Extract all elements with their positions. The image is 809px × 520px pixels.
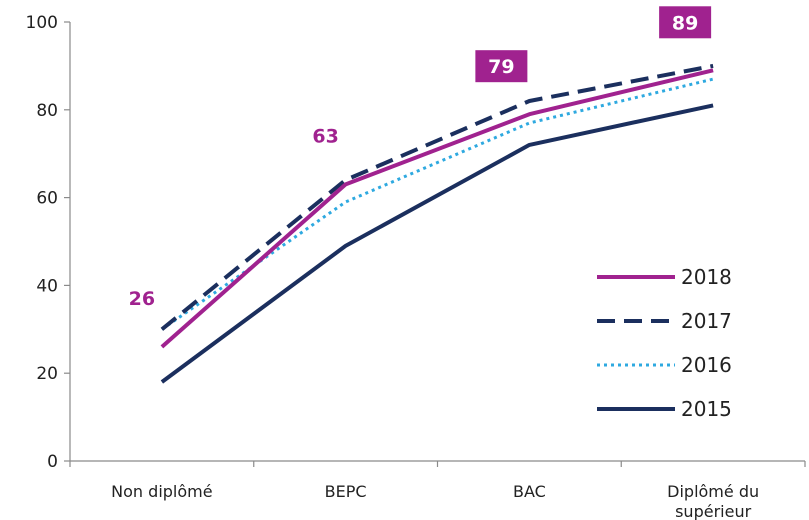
data-label-box (659, 6, 712, 39)
y-tick-label: 60 (36, 189, 58, 209)
data-label-box (475, 50, 528, 83)
legend-label-2017: 2017 (681, 309, 732, 333)
legend-label-2018: 2018 (681, 265, 732, 289)
y-tick-label: 100 (26, 13, 58, 33)
data-label: 26 (129, 288, 155, 310)
data-label: 79 (488, 56, 514, 78)
y-tick-label: 20 (36, 364, 58, 384)
series-line-2017 (160, 63, 714, 331)
series-line-2016 (161, 77, 714, 331)
y-tick-label: 80 (36, 101, 58, 121)
legend-label-2015: 2015 (681, 397, 732, 421)
x-tick-label: BAC (513, 482, 546, 501)
data-label: 89 (672, 12, 698, 34)
data-label: 63 (312, 125, 338, 147)
legend-label-2016: 2016 (681, 353, 732, 377)
y-tick-label: 0 (47, 452, 58, 472)
y-tick-label: 40 (36, 276, 58, 296)
series-line-2018 (160, 68, 714, 349)
x-tick-label: Diplômé du supérieur (667, 482, 759, 520)
series-line-2015 (160, 103, 714, 384)
x-tick-label: Non diplômé (111, 482, 212, 501)
x-tick-label: BEPC (325, 482, 367, 501)
